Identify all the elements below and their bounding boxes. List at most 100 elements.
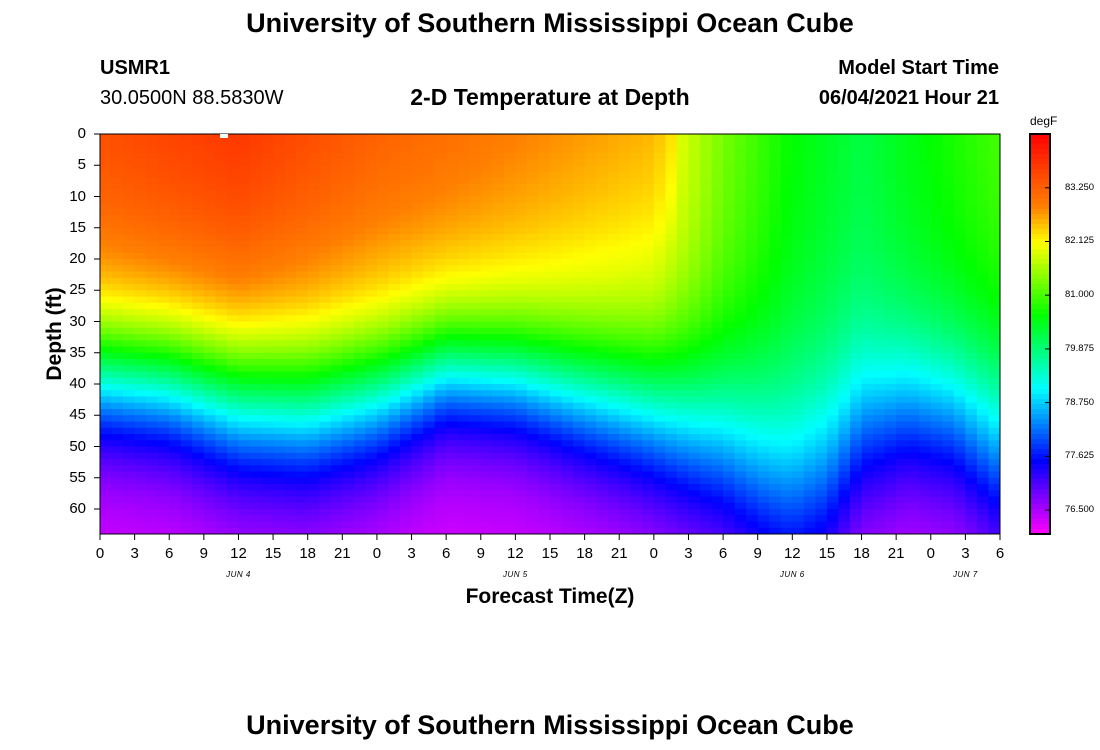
- heatmap-cell: [723, 134, 736, 141]
- heatmap-cell: [861, 440, 874, 448]
- heatmap-cell: [480, 409, 493, 416]
- heatmap-cell: [215, 234, 228, 241]
- heatmap-cell: [261, 390, 274, 398]
- heatmap-cell: [423, 265, 436, 273]
- heatmap-cell: [861, 177, 874, 185]
- heatmap-cell: [711, 377, 724, 385]
- heatmap-cell: [803, 521, 816, 529]
- heatmap-cell: [226, 177, 240, 185]
- heatmap-cell: [896, 446, 909, 454]
- heatmap-cell: [538, 327, 551, 335]
- heatmap-cell: [607, 465, 620, 473]
- heatmap-cell: [688, 246, 701, 254]
- heatmap-cell: [203, 152, 216, 160]
- heatmap-cell: [330, 234, 343, 241]
- heatmap-cell: [676, 352, 690, 360]
- heatmap-cell: [826, 146, 840, 154]
- heatmap-cell: [884, 502, 897, 510]
- heatmap-cell: [169, 427, 182, 435]
- heatmap-cell: [561, 515, 574, 523]
- heatmap-cell: [700, 371, 713, 379]
- heatmap-cell: [273, 271, 286, 279]
- heatmap-cell: [319, 252, 332, 260]
- heatmap-cell: [215, 209, 228, 216]
- heatmap-cell: [192, 402, 205, 410]
- heatmap-cell: [203, 171, 216, 179]
- heatmap-cell: [653, 327, 666, 335]
- heatmap-cell: [792, 184, 805, 191]
- heatmap-cell: [434, 202, 447, 210]
- heatmap-cell: [180, 227, 193, 235]
- heatmap-cell: [423, 315, 436, 323]
- heatmap-cell: [330, 227, 343, 235]
- heatmap-cell: [215, 171, 228, 179]
- heatmap-cell: [815, 384, 828, 391]
- heatmap-cell: [815, 171, 828, 179]
- heatmap-cell: [884, 321, 897, 329]
- heatmap-cell: [192, 321, 205, 329]
- heatmap-cell: [550, 196, 563, 204]
- heatmap-cell: [134, 277, 147, 285]
- heatmap-cell: [111, 415, 124, 423]
- heatmap-cell: [261, 202, 274, 210]
- heatmap-cell: [584, 440, 597, 448]
- heatmap-cell: [123, 146, 136, 154]
- heatmap-cell: [273, 452, 286, 460]
- heatmap-cell: [215, 496, 228, 504]
- heatmap-cell: [676, 309, 690, 316]
- heatmap-cell: [792, 177, 805, 185]
- heatmap-cell: [826, 527, 840, 534]
- heatmap-cell: [284, 390, 297, 398]
- heatmap-cell: [526, 302, 540, 310]
- heatmap-cell: [365, 440, 378, 448]
- heatmap-cell: [850, 427, 863, 435]
- heatmap-cell: [792, 371, 805, 379]
- heatmap-cell: [780, 427, 793, 435]
- heatmap-cell: [550, 140, 563, 148]
- heatmap-cell: [169, 490, 182, 498]
- heatmap-cell: [307, 340, 320, 348]
- heatmap-cell: [919, 496, 932, 504]
- heatmap-cell: [734, 252, 747, 260]
- heatmap-cell: [480, 221, 493, 229]
- heatmap-cell: [238, 502, 251, 510]
- heatmap-cell: [792, 227, 805, 235]
- heatmap-cell: [861, 234, 874, 241]
- heatmap-cell: [457, 159, 470, 166]
- heatmap-cell: [930, 459, 943, 466]
- heatmap-cell: [526, 146, 540, 154]
- heatmap-cell: [192, 465, 205, 473]
- heatmap-cell: [607, 509, 620, 516]
- heatmap-cell: [180, 309, 193, 316]
- heatmap-cell: [919, 459, 932, 466]
- heatmap-cell: [319, 509, 332, 516]
- heatmap-cell: [330, 309, 343, 316]
- heatmap-cell: [757, 327, 770, 335]
- heatmap-cell: [226, 196, 240, 204]
- heatmap-cell: [723, 459, 736, 466]
- heatmap-cell: [423, 252, 436, 260]
- heatmap-cell: [123, 409, 136, 416]
- heatmap-cell: [607, 340, 620, 348]
- heatmap-cell: [861, 484, 874, 491]
- heatmap-cell: [769, 527, 782, 534]
- heatmap-cell: [296, 384, 309, 391]
- heatmap-cell: [988, 302, 1000, 310]
- heatmap-cell: [896, 452, 909, 460]
- heatmap-cell: [342, 402, 355, 410]
- heatmap-cell: [123, 502, 136, 510]
- heatmap-cell: [573, 165, 586, 173]
- heatmap-cell: [700, 365, 713, 373]
- heatmap-cell: [861, 296, 874, 304]
- heatmap-cell: [653, 446, 666, 454]
- heatmap-cell: [653, 409, 666, 416]
- heatmap-cell: [492, 390, 505, 398]
- heatmap-cell: [250, 471, 263, 479]
- heatmap-cell: [653, 215, 666, 223]
- heatmap-cell: [261, 134, 274, 141]
- heatmap-cell: [630, 346, 643, 354]
- heatmap-cell: [792, 440, 805, 448]
- heatmap-cell: [515, 321, 528, 329]
- heatmap-cell: [976, 246, 990, 254]
- heatmap-cell: [665, 290, 678, 298]
